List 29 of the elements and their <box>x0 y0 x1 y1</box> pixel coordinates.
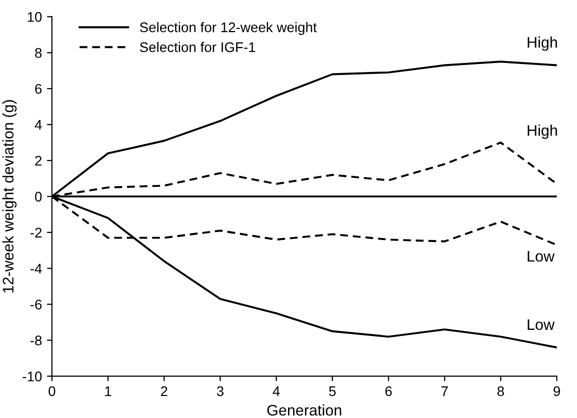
x-axis-title: Generation <box>267 404 342 416</box>
y-tick-label: -2 <box>30 228 42 238</box>
x-tick-label: 6 <box>385 386 392 396</box>
y-tick-label: -8 <box>30 336 42 346</box>
x-tick-label: 8 <box>497 386 504 396</box>
x-tick-label: 0 <box>48 386 56 396</box>
annotation: High <box>528 124 557 139</box>
annotation: Low <box>528 319 555 330</box>
y-tick-label: 4 <box>34 120 42 130</box>
y-tick-label: -4 <box>30 264 42 274</box>
y-tick-label: 6 <box>35 84 42 94</box>
x-tick-label: 1 <box>105 386 112 396</box>
x-tick-label: 9 <box>554 386 560 396</box>
x-tick-label: 3 <box>216 386 224 396</box>
legend-label: Selection for 12-week weight <box>140 22 317 35</box>
x-tick-label: 7 <box>441 386 448 396</box>
y-tick-label: -6 <box>30 300 42 310</box>
annotation: High <box>528 36 557 51</box>
y-tick-label: 8 <box>35 48 42 58</box>
x-tick-label: 4 <box>272 386 280 396</box>
y-tick-label: -10 <box>22 372 42 382</box>
annotation: Low <box>528 251 555 262</box>
y-axis-title: 12-week weight deviation (g) <box>2 100 17 293</box>
x-tick-label: 5 <box>329 386 336 396</box>
x-tick-label: 2 <box>160 386 168 396</box>
y-tick-label: 2 <box>35 156 42 166</box>
legend-label: Selection for IGF-1 <box>140 42 256 52</box>
y-tick-label: 0 <box>35 192 42 202</box>
y-tick-label: 10 <box>28 12 42 22</box>
